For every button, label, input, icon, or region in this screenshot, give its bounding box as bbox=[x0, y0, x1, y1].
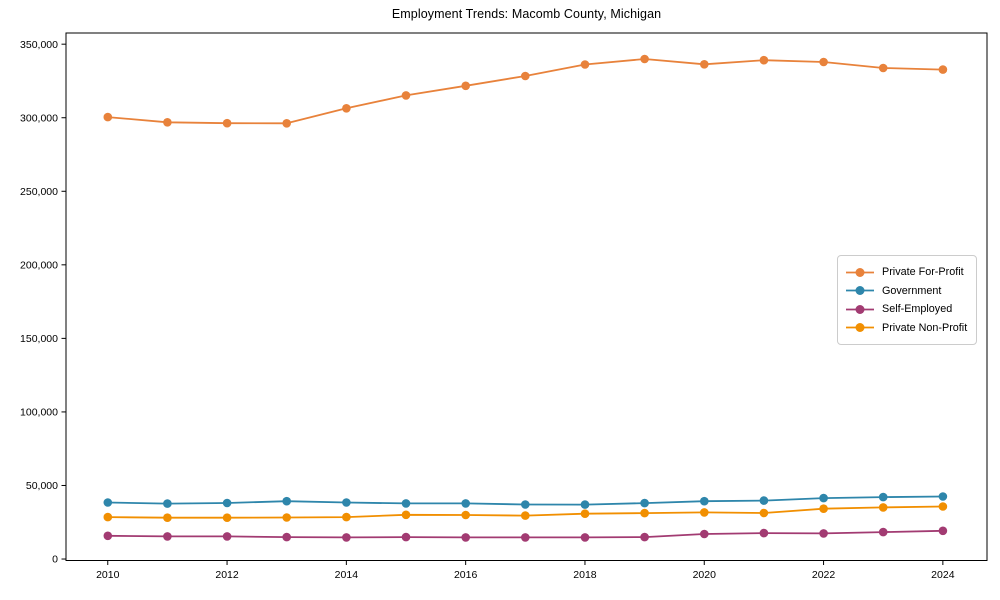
x-tick-label: 2018 bbox=[573, 569, 597, 581]
legend-item: Government bbox=[845, 282, 970, 301]
data-point bbox=[282, 532, 292, 542]
data-point bbox=[759, 528, 769, 538]
data-point bbox=[580, 509, 590, 518]
data-point bbox=[640, 508, 649, 518]
y-tick-label: 50,000 bbox=[26, 480, 58, 492]
data-point bbox=[222, 532, 232, 541]
data-point bbox=[878, 492, 888, 502]
data-point bbox=[282, 496, 292, 506]
data-point bbox=[700, 496, 709, 506]
data-point bbox=[938, 502, 948, 511]
legend-item: Private For-Profit bbox=[845, 263, 970, 282]
y-tick-label: 350,000 bbox=[20, 39, 58, 51]
data-point bbox=[401, 91, 411, 100]
x-tick-label: 2016 bbox=[454, 569, 478, 581]
legend: Private For-Profit Government Self-Emplo… bbox=[837, 255, 977, 345]
line-marker-icon bbox=[846, 304, 874, 314]
data-point bbox=[461, 510, 471, 520]
data-point bbox=[759, 55, 769, 65]
line-marker-icon bbox=[846, 267, 874, 277]
data-point bbox=[282, 513, 292, 522]
data-point bbox=[103, 112, 113, 122]
data-point bbox=[580, 60, 590, 69]
data-point bbox=[163, 118, 172, 127]
line-marker-icon bbox=[846, 286, 874, 296]
data-point bbox=[103, 498, 113, 507]
data-point bbox=[222, 118, 232, 128]
data-point bbox=[819, 57, 828, 67]
data-point bbox=[878, 527, 888, 537]
data-point bbox=[163, 532, 172, 541]
y-tick-label: 300,000 bbox=[20, 112, 58, 124]
legend-item: Self-Employed bbox=[845, 300, 970, 319]
data-point bbox=[401, 510, 411, 520]
data-point bbox=[938, 65, 948, 74]
data-point bbox=[163, 499, 172, 508]
y-tick-label: 200,000 bbox=[20, 260, 58, 272]
y-tick-label: 100,000 bbox=[20, 407, 58, 419]
data-point bbox=[163, 513, 172, 522]
legend-label: Government bbox=[882, 284, 942, 297]
data-point bbox=[103, 531, 113, 541]
series-line bbox=[106, 58, 944, 125]
data-point bbox=[759, 496, 769, 505]
x-tick-label: 2024 bbox=[931, 569, 955, 581]
data-point bbox=[521, 533, 530, 542]
x-tick-label: 2014 bbox=[335, 569, 359, 581]
data-point bbox=[700, 60, 709, 69]
x-tick-label: 2012 bbox=[215, 569, 239, 581]
data-point bbox=[222, 498, 232, 508]
data-point bbox=[461, 81, 471, 91]
data-point bbox=[938, 492, 948, 501]
data-point bbox=[222, 513, 232, 522]
data-point bbox=[580, 533, 590, 542]
data-point bbox=[819, 493, 828, 503]
data-point bbox=[342, 498, 351, 507]
data-point bbox=[342, 533, 351, 542]
data-point bbox=[700, 508, 709, 517]
y-tick-label: 150,000 bbox=[20, 333, 58, 345]
data-point bbox=[461, 499, 471, 508]
legend-label: Private For-Profit bbox=[882, 266, 964, 279]
data-point bbox=[819, 529, 828, 538]
y-tick-label: 250,000 bbox=[20, 186, 58, 198]
data-point bbox=[640, 532, 649, 542]
data-point bbox=[521, 511, 530, 520]
legend-label: Self-Employed bbox=[882, 303, 953, 316]
line-marker-icon bbox=[846, 323, 874, 333]
data-point bbox=[580, 500, 590, 509]
x-tick-label: 2010 bbox=[96, 569, 120, 581]
data-point bbox=[819, 504, 828, 513]
data-point bbox=[640, 498, 649, 508]
data-point bbox=[878, 503, 888, 512]
legend-item: Private Non-Profit bbox=[845, 319, 970, 338]
data-point bbox=[401, 499, 411, 508]
data-point bbox=[938, 526, 948, 536]
data-point bbox=[103, 512, 113, 522]
data-point bbox=[342, 512, 351, 522]
legend-label: Private Non-Profit bbox=[882, 321, 968, 334]
x-tick-label: 2020 bbox=[693, 569, 717, 581]
data-point bbox=[640, 54, 649, 64]
data-point bbox=[401, 532, 411, 542]
data-point bbox=[521, 500, 530, 509]
y-tick-label: 0 bbox=[52, 554, 58, 566]
data-point bbox=[759, 508, 769, 518]
data-point bbox=[521, 71, 530, 81]
data-point bbox=[878, 63, 888, 73]
data-point bbox=[282, 119, 292, 128]
data-point bbox=[700, 529, 709, 539]
chart-title: Employment Trends: Macomb County, Michig… bbox=[391, 7, 662, 21]
data-point bbox=[342, 104, 351, 113]
x-tick-label: 2022 bbox=[812, 569, 836, 581]
axes-frame bbox=[65, 32, 988, 561]
data-point bbox=[461, 533, 471, 542]
